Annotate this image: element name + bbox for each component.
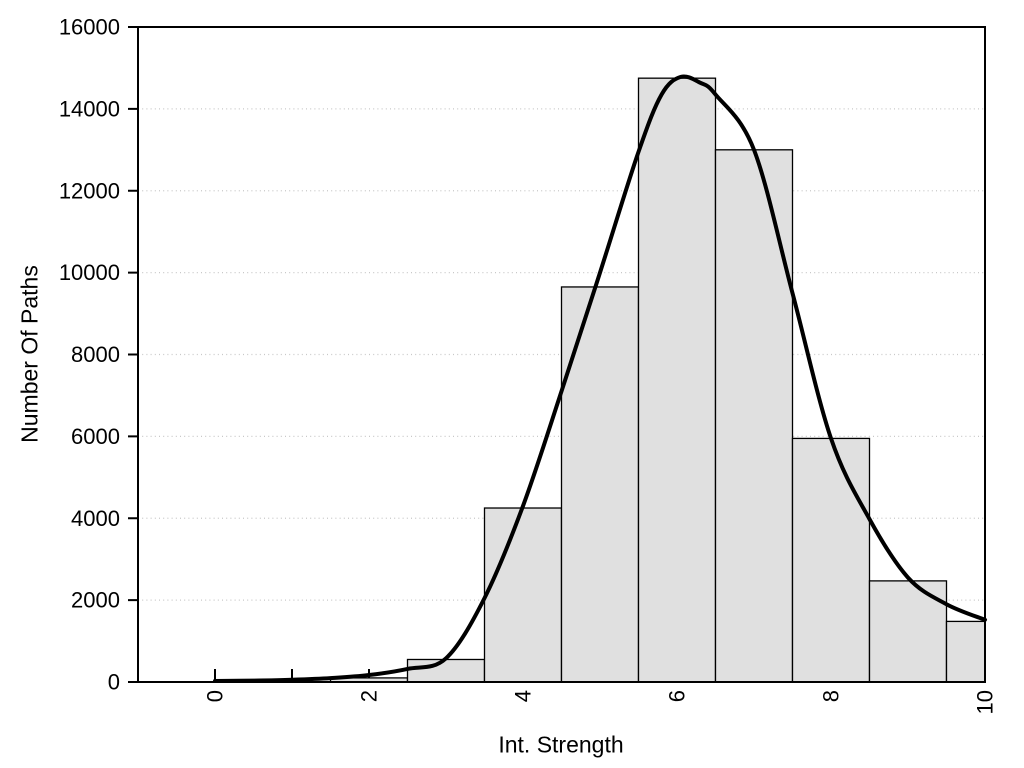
x-tick-label: 6 xyxy=(665,690,690,702)
y-tick-label: 0 xyxy=(108,670,120,695)
y-axis-title: Number Of Paths xyxy=(16,265,43,443)
histogram-bar xyxy=(791,437,871,683)
histogram-bar xyxy=(483,507,563,683)
y-tick-label: 2000 xyxy=(71,588,120,613)
y-tick-label: 4000 xyxy=(71,506,120,531)
y-tick-label: 6000 xyxy=(71,424,120,449)
plot-frame xyxy=(137,26,986,683)
x-tick-label: 2 xyxy=(357,690,382,702)
density-curve xyxy=(213,74,987,683)
histogram-bar xyxy=(637,77,717,683)
y-tick-label: 14000 xyxy=(59,96,120,121)
x-tick-label: 10 xyxy=(973,690,998,714)
y-tick-label: 8000 xyxy=(71,342,120,367)
histogram-bar xyxy=(406,658,486,683)
y-tick-label: 12000 xyxy=(59,178,120,203)
x-tick-label: 8 xyxy=(819,690,844,702)
x-axis-title: Int. Strength xyxy=(498,731,624,758)
x-tick-label: 4 xyxy=(511,690,536,702)
histogram-bar xyxy=(714,149,794,683)
histogram-bar xyxy=(560,286,640,683)
y-tick-label: 16000 xyxy=(59,15,120,40)
x-tick-label: 0 xyxy=(203,690,228,702)
y-tick-label: 10000 xyxy=(59,260,120,285)
histogram-bar xyxy=(945,620,986,683)
